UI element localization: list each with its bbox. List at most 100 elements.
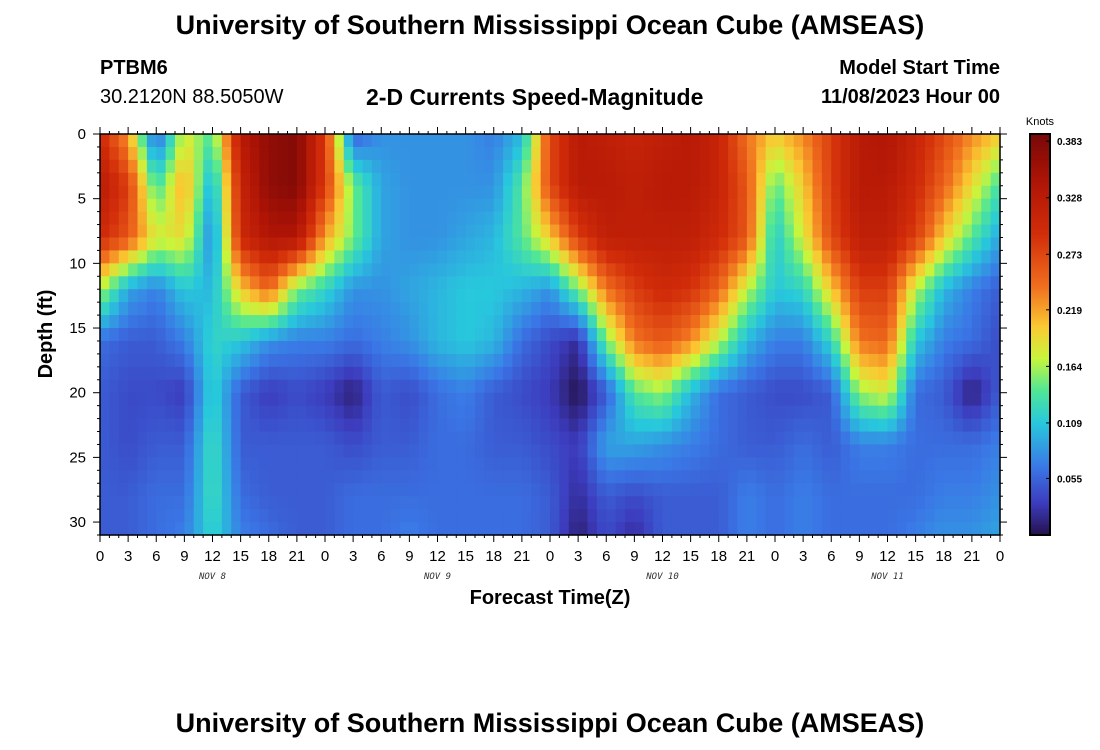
heatmap-cell [343,522,354,536]
heatmap-cell [596,496,607,510]
heatmap-cell [578,470,589,484]
heatmap-cell [765,134,776,148]
heatmap-cell [428,431,439,446]
heatmap-cell [409,315,420,329]
heatmap-cell [278,366,289,381]
heatmap-cell [559,289,570,303]
heatmap-cell [428,315,439,329]
y-tick-label: 30 [69,514,86,531]
heatmap-cell [437,496,448,510]
heatmap-cell [878,185,889,200]
heatmap-cell [287,366,298,381]
heatmap-cell [390,237,401,252]
heatmap-cell [887,289,898,303]
heatmap-cell [812,392,823,407]
heatmap-cell [943,289,954,303]
heatmap-cell [118,340,129,355]
heatmap-cell [100,392,110,407]
heatmap-cell [812,353,823,368]
heatmap-cell [325,250,335,264]
heatmap-cell [887,340,898,355]
heatmap-cell [128,509,139,523]
heatmap-cell [681,392,692,407]
heatmap-cell [146,366,157,381]
heatmap-cell [109,483,120,497]
heatmap-cell [709,263,720,277]
heatmap-cell [156,159,167,174]
heatmap-cell [775,276,785,290]
heatmap-cell [334,302,345,316]
heatmap-cell [446,211,457,226]
heatmap-cell [793,263,804,277]
heatmap-cell [203,276,214,290]
heatmap-cell [381,224,392,239]
heatmap-cell [540,185,551,200]
heatmap-cell [784,276,795,290]
heatmap-cell [362,237,373,252]
heatmap-cell [306,457,317,471]
heatmap-cell [240,379,251,394]
heatmap-cell [381,159,392,174]
heatmap-cell [962,172,973,187]
heatmap-cell [700,353,710,368]
heatmap-cell [981,185,992,200]
heatmap-cell [353,159,364,174]
heatmap-cell [634,211,645,226]
heatmap-cell [606,146,617,161]
heatmap-cell [259,366,270,381]
heatmap-cell [906,509,917,523]
heatmap-cell [915,237,926,252]
heatmap-cell [212,159,223,174]
y-tick-label: 15 [69,320,86,337]
heatmap-cell [203,289,214,303]
heatmap-cell [775,172,785,187]
heatmap-cell [306,418,317,433]
heatmap-cell [568,483,579,497]
heatmap-cell [465,146,476,161]
heatmap-cell [428,470,439,484]
heatmap-cell [821,457,832,471]
heatmap-cell [896,134,907,148]
day-label: NOV 10 [645,572,679,582]
heatmap-cell [746,328,757,342]
heatmap-cell [765,211,776,226]
heatmap-cell [409,366,420,381]
heatmap-cell [456,470,467,484]
heatmap-cell [868,457,879,471]
heatmap-cell [428,418,439,433]
heatmap-cell [428,159,439,174]
heatmap-cell [278,444,289,458]
heatmap-cell [146,483,157,497]
heatmap-cell [325,483,335,497]
x-tick-label: 21 [964,548,981,565]
heatmap-cell [175,146,185,161]
heatmap-cell [821,302,832,316]
heatmap-cell [971,237,982,252]
x-tick-label: 0 [546,548,554,565]
heatmap-cell [343,302,354,316]
heatmap-cell [943,418,954,433]
heatmap-cell [165,340,176,355]
heatmap-cell [315,146,326,161]
heatmap-cell [971,353,982,368]
heatmap-cell [756,211,767,226]
colorbar-tick-label: 0.219 [1057,306,1082,317]
heatmap-cell [596,315,607,329]
heatmap-cell [568,328,579,342]
heatmap-cell [287,198,298,213]
x-tick-label: 3 [124,548,132,565]
heatmap-cell [503,483,514,497]
heatmap-cell [643,185,654,200]
heatmap-cell [137,366,148,381]
heatmap-cell [793,134,804,148]
heatmap-cell [521,353,532,368]
heatmap-cell [484,185,495,200]
heatmap-cell [437,509,448,523]
heatmap-cell [700,483,710,497]
heatmap-cell [681,522,692,536]
heatmap-cell [578,340,589,355]
x-tick-label: 21 [514,548,531,565]
heatmap-cell [287,392,298,407]
heatmap-cell [240,353,251,368]
heatmap-cell [343,392,354,407]
